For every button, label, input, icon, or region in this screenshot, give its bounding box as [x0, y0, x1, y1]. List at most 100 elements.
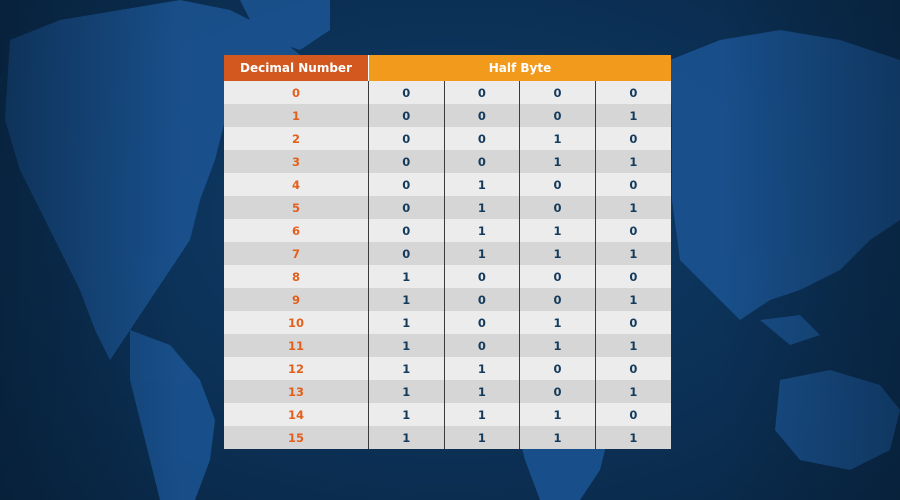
decimal-value-cell: 8	[224, 265, 369, 288]
bit-cell: 1	[368, 380, 445, 403]
bit-cell: 0	[443, 104, 520, 127]
bit-cell: 1	[519, 426, 596, 449]
decimal-value-cell: 12	[224, 357, 369, 380]
decimal-value-cell: 6	[224, 219, 369, 242]
decimal-value-cell: 3	[224, 150, 369, 173]
bit-cell: 0	[443, 150, 520, 173]
bit-cell: 1	[594, 334, 671, 357]
bit-cell: 1	[519, 127, 596, 150]
bit-cell: 0	[443, 334, 520, 357]
bit-cell: 0	[443, 265, 520, 288]
bit-cell: 1	[519, 334, 596, 357]
bit-cell: 0	[368, 173, 445, 196]
bit-cell: 1	[368, 357, 445, 380]
decimal-value-cell: 2	[224, 127, 369, 150]
decimal-value-cell: 15	[224, 426, 369, 449]
bit-cell: 0	[368, 127, 445, 150]
bit-cell: 0	[519, 265, 596, 288]
bit-cell: 0	[368, 196, 445, 219]
bit-cell: 1	[519, 403, 596, 426]
bit-cell: 0	[519, 104, 596, 127]
bit-cell: 0	[519, 288, 596, 311]
bit-cell: 1	[594, 104, 671, 127]
bit-cell: 1	[443, 196, 520, 219]
bit-cell: 1	[368, 311, 445, 334]
bit-cell: 0	[443, 311, 520, 334]
bit-cell: 0	[519, 196, 596, 219]
bit-cell: 1	[443, 357, 520, 380]
table-row: 11 1 0 1 1	[224, 334, 671, 357]
bit-cell: 1	[443, 219, 520, 242]
bit-cell: 1	[594, 242, 671, 265]
bit-cell: 1	[519, 242, 596, 265]
decimal-value-cell: 0	[224, 81, 369, 104]
table-row: 14 1 1 1 0	[224, 403, 671, 426]
bit-cell: 0	[368, 242, 445, 265]
decimal-value-cell: 1	[224, 104, 369, 127]
decimal-value-cell: 11	[224, 334, 369, 357]
decimal-value-cell: 9	[224, 288, 369, 311]
decimal-value-cell: 13	[224, 380, 369, 403]
bit-cell: 0	[594, 311, 671, 334]
bit-cell: 0	[443, 81, 520, 104]
bit-cell: 0	[519, 357, 596, 380]
bit-cell: 1	[594, 150, 671, 173]
bit-cell: 1	[368, 403, 445, 426]
decimal-value-cell: 4	[224, 173, 369, 196]
bit-cell: 0	[443, 127, 520, 150]
decimal-value-cell: 14	[224, 403, 369, 426]
bit-cell: 0	[594, 357, 671, 380]
bit-cell: 1	[594, 380, 671, 403]
eurasia-shape	[670, 30, 900, 320]
bit-cell: 0	[594, 265, 671, 288]
south-america-shape	[130, 330, 215, 500]
bit-cell: 0	[594, 127, 671, 150]
bit-cell: 0	[594, 219, 671, 242]
bit-cell: 1	[443, 242, 520, 265]
bit-cell: 1	[443, 426, 520, 449]
decimal-value-cell: 7	[224, 242, 369, 265]
bit-cell: 1	[519, 311, 596, 334]
bit-cell: 0	[594, 403, 671, 426]
bit-cell: 1	[443, 173, 520, 196]
bit-cell: 1	[443, 380, 520, 403]
bit-cell: 0	[594, 81, 671, 104]
table-row: 12 1 1 0 0	[224, 357, 671, 380]
bit-cell: 1	[594, 288, 671, 311]
bit-cell: 1	[368, 426, 445, 449]
bit-cell: 1	[368, 288, 445, 311]
bit-cell: 1	[594, 426, 671, 449]
islands-shape	[760, 315, 820, 345]
decimal-number-header: Decimal Number	[224, 55, 369, 81]
half-byte-header: Half Byte	[368, 55, 671, 81]
bit-cell: 0	[368, 81, 445, 104]
bit-cell: 0	[443, 288, 520, 311]
bit-cell: 1	[519, 219, 596, 242]
decimal-value-cell: 10	[224, 311, 369, 334]
bit-cell: 0	[368, 150, 445, 173]
bit-cell: 1	[443, 403, 520, 426]
bit-cell: 0	[368, 104, 445, 127]
table-row: 13 1 1 0 1	[224, 380, 671, 403]
bit-cell: 1	[368, 334, 445, 357]
bit-cell: 1	[519, 150, 596, 173]
bit-cell: 0	[519, 81, 596, 104]
australia-shape	[775, 370, 900, 470]
table-row: 10 1 0 1 0	[224, 311, 671, 334]
bit-cell: 1	[368, 265, 445, 288]
bit-cell: 0	[368, 219, 445, 242]
decimal-value-cell: 5	[224, 196, 369, 219]
